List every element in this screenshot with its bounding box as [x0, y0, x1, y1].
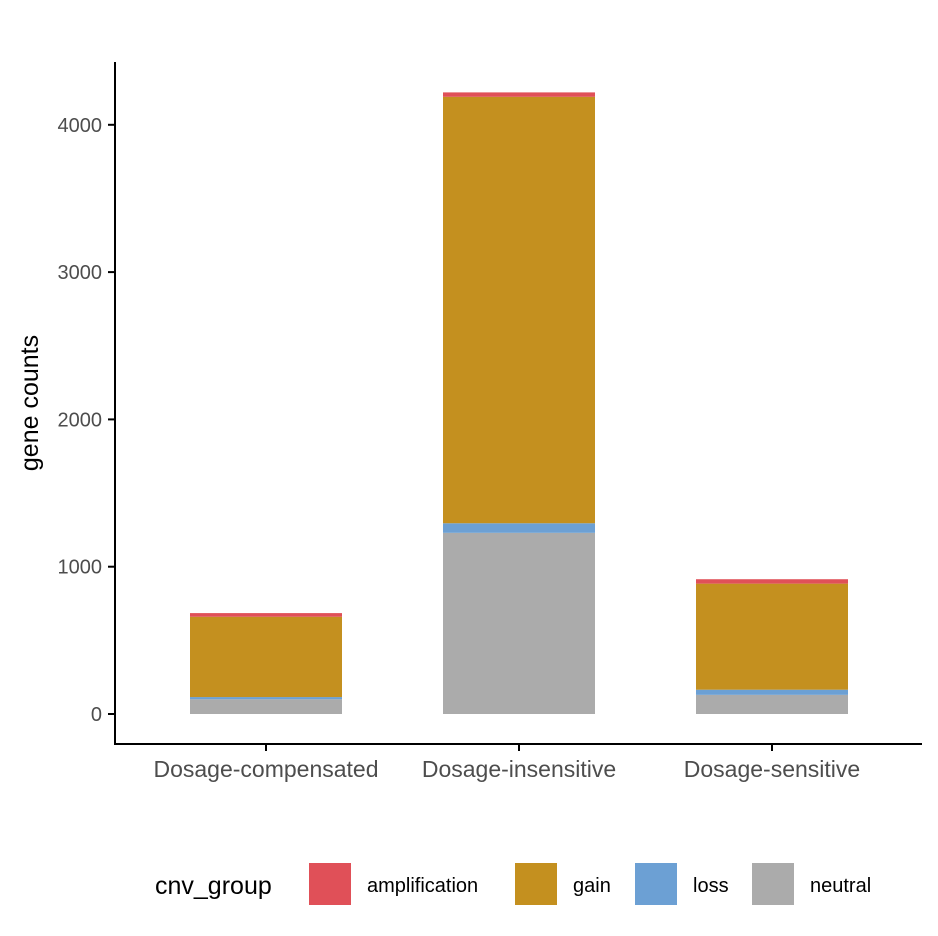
bar-segment-gain — [190, 616, 342, 698]
legend-key-gain — [515, 863, 557, 905]
bar-segment-amplification — [190, 613, 342, 617]
legend-label-neutral: neutral — [810, 875, 871, 897]
x-tick-label: Dosage-compensated — [153, 756, 378, 782]
bars-layer — [190, 92, 848, 714]
legend-label-loss: loss — [693, 875, 729, 897]
y-tick-label: 0 — [91, 704, 102, 726]
bar-segment-gain — [443, 96, 595, 524]
legend: amplification gain loss neutral — [309, 863, 871, 905]
bar-segment-gain — [696, 583, 848, 690]
bar-segment-neutral — [443, 532, 595, 714]
x-tick-label: Dosage-insensitive — [422, 756, 616, 782]
bar-segment-loss — [190, 697, 342, 700]
legend-key-loss — [635, 863, 677, 905]
y-tick-label: 4000 — [58, 115, 103, 137]
bar-segment-loss — [696, 689, 848, 695]
y-tick-label: 1000 — [58, 557, 103, 579]
legend-label-gain: gain — [573, 875, 611, 897]
legend-key-amplification — [309, 863, 351, 905]
legend-key-neutral — [752, 863, 794, 905]
bar-segment-loss — [443, 523, 595, 533]
y-axis-title: gene counts — [16, 335, 44, 471]
bar-segment-neutral — [696, 694, 848, 714]
bar-segment-amplification — [443, 92, 595, 97]
y-tick-label: 3000 — [58, 262, 103, 284]
x-tick-label: Dosage-sensitive — [684, 756, 860, 782]
y-ticks: 0 1000 2000 3000 4000 — [58, 115, 115, 726]
legend-title: cnv_group — [155, 872, 272, 900]
bar-segment-neutral — [190, 699, 342, 714]
legend-label-amplification: amplification — [367, 875, 478, 897]
bar-segment-amplification — [696, 579, 848, 584]
y-tick-label: 2000 — [58, 409, 103, 431]
x-ticks: Dosage-compensated Dosage-insensitive Dosa… — [153, 744, 860, 782]
